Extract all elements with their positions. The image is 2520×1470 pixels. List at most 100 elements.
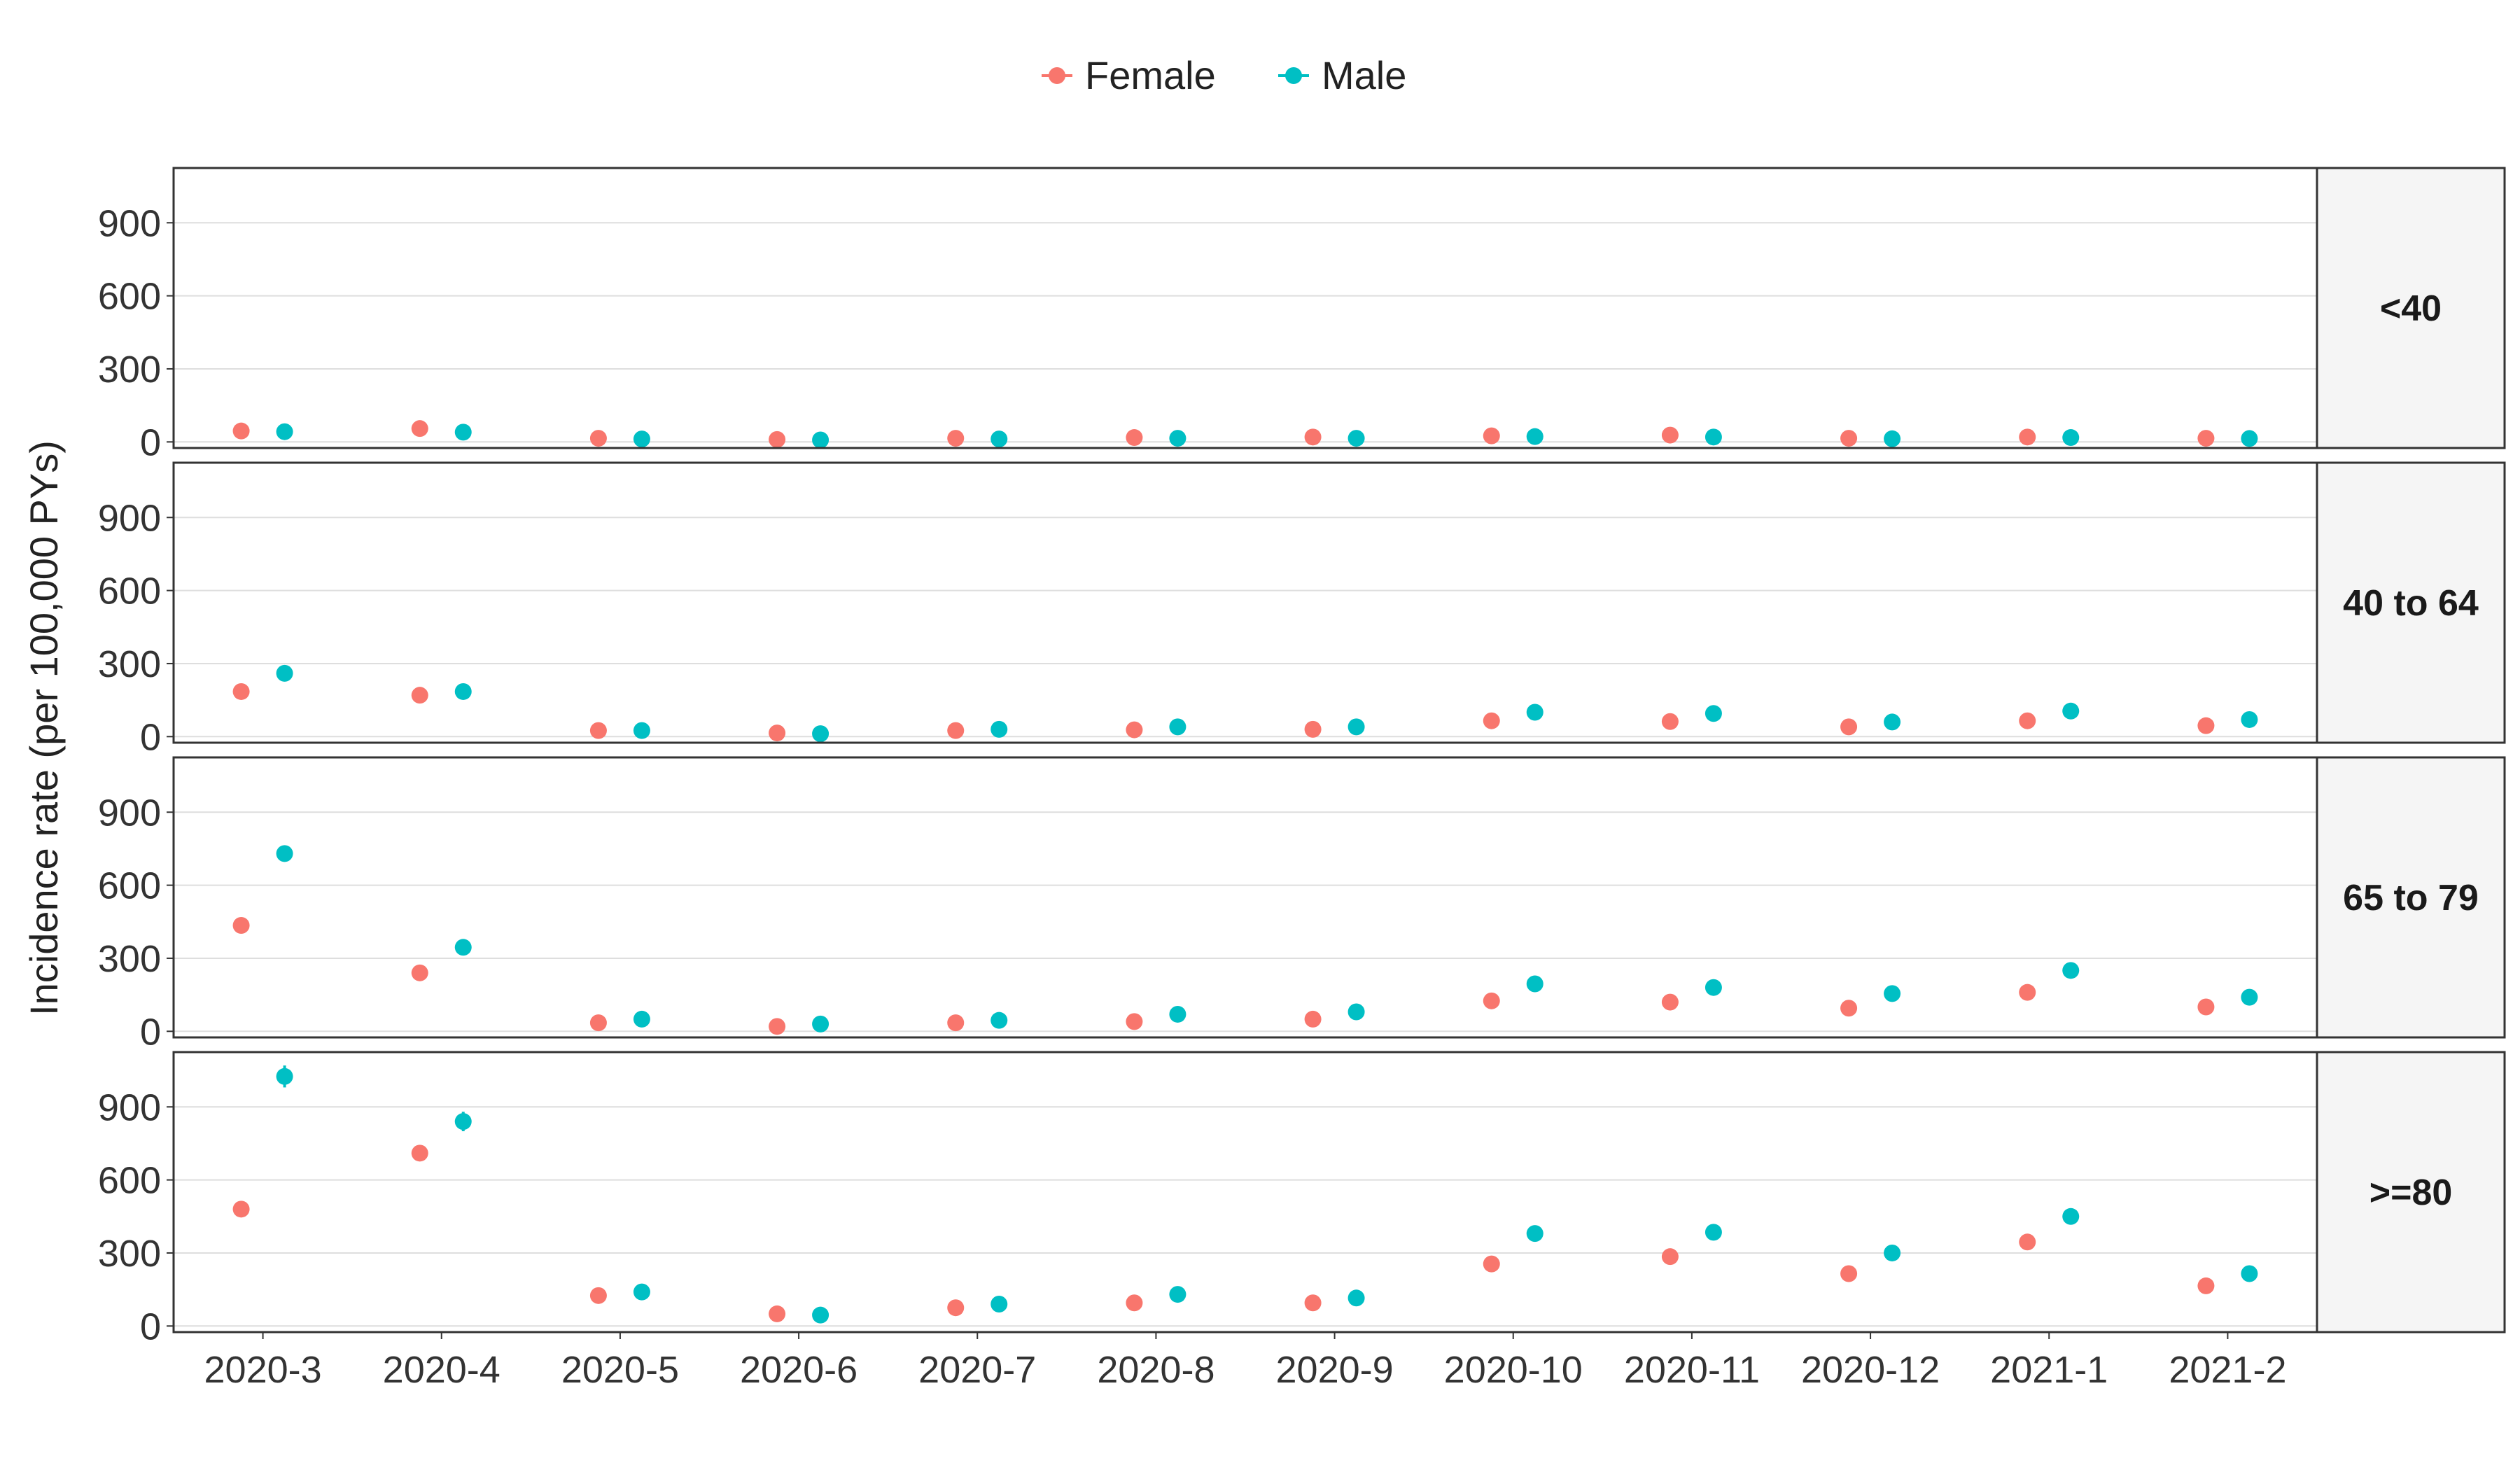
- x-tick-label: 2020-6: [740, 1349, 858, 1391]
- data-point-female: [589, 1014, 607, 1032]
- data-point-female: [411, 420, 428, 438]
- data-point-female: [411, 964, 428, 981]
- facet-panel: 0 300 600 900 40 to 64: [98, 461, 2506, 758]
- data-point-female: [769, 1018, 786, 1035]
- data-point-female: [1661, 426, 1679, 444]
- panel-background: [174, 1052, 2317, 1332]
- data-point-male: [1348, 430, 1365, 447]
- data-point-female: [1840, 430, 1858, 447]
- data-point-male: [1884, 985, 1901, 1002]
- data-point-male: [990, 720, 1008, 738]
- data-point-female: [947, 1014, 965, 1032]
- facet-strip-label: 65 to 79: [2343, 878, 2479, 918]
- data-point-male: [633, 1010, 650, 1028]
- data-point-female: [1661, 1248, 1679, 1266]
- data-point-female: [769, 1305, 786, 1322]
- data-point-female: [411, 687, 428, 704]
- data-point-female: [2197, 998, 2215, 1016]
- y-tick-label: 300: [98, 938, 161, 980]
- data-point-male: [276, 423, 293, 440]
- data-point-male: [276, 845, 293, 862]
- data-point-female: [947, 1299, 965, 1317]
- data-point-male: [454, 1113, 472, 1130]
- x-tick-label: 2020-10: [1444, 1349, 1583, 1391]
- y-tick-label: 0: [140, 716, 161, 758]
- y-tick-label: 900: [98, 792, 161, 834]
- x-tick-label: 2020-11: [1624, 1349, 1760, 1391]
- legend: Female Male: [1042, 53, 1406, 97]
- data-point-female: [589, 1287, 607, 1304]
- y-tick-label: 600: [98, 570, 161, 612]
- data-point-female: [947, 722, 965, 739]
- data-point-male: [1526, 1225, 1544, 1242]
- x-tick-label: 2021-2: [2169, 1349, 2286, 1391]
- y-tick-label: 300: [98, 643, 161, 685]
- y-tick-label: 0: [140, 421, 161, 463]
- data-point-female: [589, 722, 607, 739]
- data-point-female: [769, 430, 786, 448]
- data-point-female: [232, 1200, 250, 1218]
- x-tick-label: 2021-1: [1990, 1349, 2108, 1391]
- data-point-female: [2197, 430, 2215, 447]
- facet-strip-label: 40 to 64: [2343, 583, 2479, 624]
- data-point-male: [1169, 430, 1186, 447]
- x-axis: 2020-3 2020-4 2020-5 2020-6 2020-7 2020-8 2020…: [204, 1332, 2286, 1391]
- y-axis-title: Incidence rate (per 100,000 PYs): [22, 440, 66, 1016]
- data-point-male: [1169, 1005, 1186, 1023]
- x-tick-label: 2020-3: [204, 1349, 322, 1391]
- x-tick-label: 2020-9: [1276, 1349, 1394, 1391]
- data-point-male: [812, 1015, 830, 1032]
- data-point-female: [1126, 1013, 1143, 1030]
- legend-key-point-male: [1285, 67, 1302, 84]
- data-point-male: [1884, 713, 1901, 731]
- data-point-female: [1840, 1265, 1858, 1282]
- data-point-male: [1348, 1003, 1365, 1021]
- data-point-male: [1169, 718, 1186, 736]
- y-tick-label: 900: [98, 202, 161, 244]
- data-point-female: [1661, 713, 1679, 730]
- data-point-female: [1126, 429, 1143, 447]
- legend-label-male: Male: [1322, 53, 1406, 97]
- data-point-male: [633, 430, 650, 448]
- data-point-male: [633, 1283, 650, 1301]
- data-point-male: [2241, 430, 2258, 447]
- data-point-male: [1348, 718, 1365, 736]
- data-point-male: [2241, 1265, 2258, 1282]
- data-point-male: [990, 1296, 1008, 1312]
- data-point-male: [1704, 1224, 1722, 1241]
- x-tick-label: 2020-12: [1801, 1349, 1940, 1391]
- data-point-male: [1169, 1286, 1186, 1303]
- data-point-female: [1126, 721, 1143, 738]
- panel-background: [174, 168, 2317, 448]
- y-tick-label: 0: [140, 1011, 161, 1053]
- data-point-female: [1661, 993, 1679, 1011]
- facet-strip-label: <40: [2380, 288, 2442, 329]
- legend-key-point-female: [1049, 67, 1065, 84]
- data-point-male: [812, 725, 830, 743]
- data-point-male: [633, 722, 650, 739]
- data-point-female: [1304, 720, 1322, 738]
- y-tick-label: 600: [98, 1160, 161, 1202]
- x-tick-label: 2020-8: [1097, 1349, 1214, 1391]
- data-point-female: [232, 917, 250, 934]
- facet-panels: 0 300 600 900 <40 0 300 600 900 40 to 64 0 300 600 90…: [98, 167, 2506, 1348]
- facet-strip: [2316, 461, 2506, 744]
- facet-strip: [2316, 167, 2506, 449]
- y-tick-label: 600: [98, 276, 161, 318]
- y-tick-label: 600: [98, 865, 161, 907]
- x-tick-label: 2020-4: [383, 1349, 500, 1391]
- data-point-male: [454, 424, 472, 441]
- data-point-male: [1526, 428, 1544, 445]
- facet-strip: [2316, 1051, 2506, 1334]
- data-point-male: [276, 664, 293, 682]
- y-tick-label: 900: [98, 497, 161, 539]
- y-tick-label: 0: [140, 1306, 161, 1348]
- data-point-male: [1704, 705, 1722, 722]
- panel-background: [174, 757, 2317, 1037]
- data-point-male: [1526, 704, 1544, 721]
- x-tick-label: 2020-5: [561, 1349, 679, 1391]
- legend-label-female: Female: [1085, 53, 1216, 97]
- data-point-female: [2019, 712, 2036, 729]
- data-point-male: [990, 430, 1008, 448]
